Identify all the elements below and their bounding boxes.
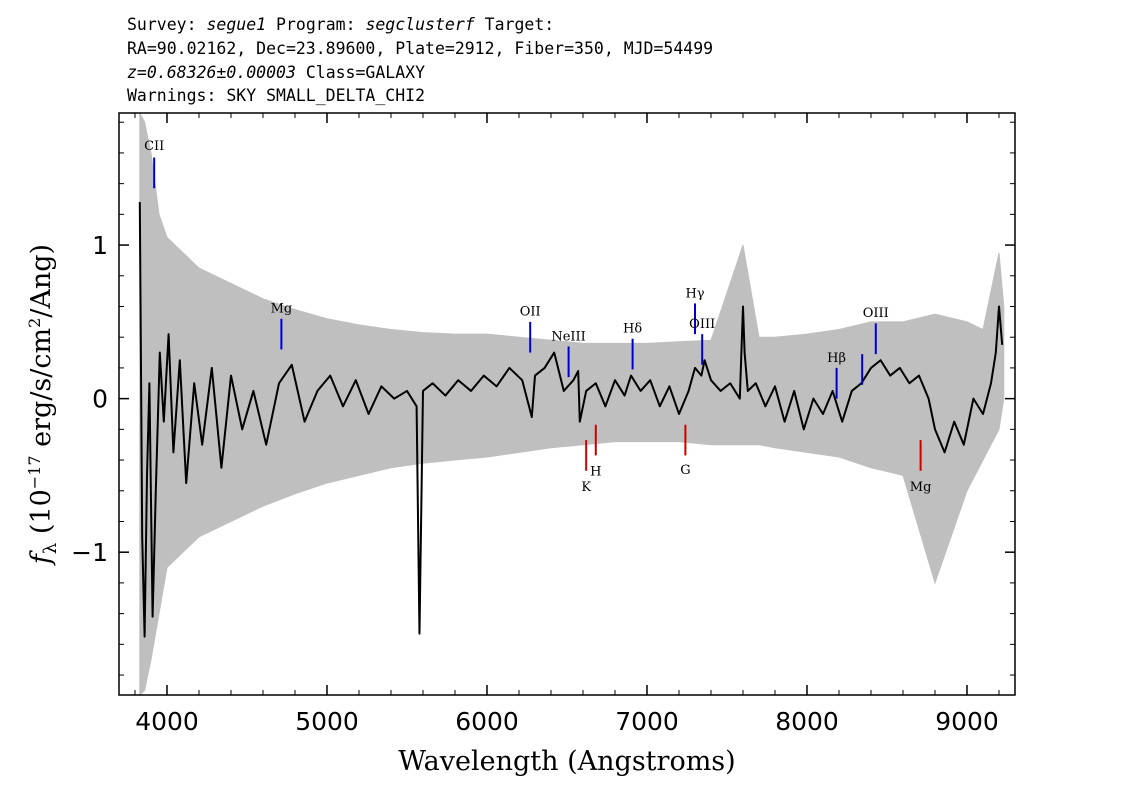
- spectrum-header: Survey: segue1 Program: segclusterf Targ…: [127, 15, 713, 105]
- x-tick-label: 4000: [135, 707, 199, 736]
- marker-label: NeIII: [551, 329, 585, 344]
- x-tick-label: 6000: [455, 707, 519, 736]
- x-axis-label: Wavelength (Angstroms): [398, 746, 735, 777]
- marker-label: Hδ: [623, 322, 642, 337]
- marker-label: H: [590, 464, 601, 479]
- y-axis-label: fλ (10−17 erg/s/cm2/Ang): [25, 244, 61, 566]
- x-tick-label: 9000: [935, 707, 999, 736]
- marker-label: OII: [520, 305, 541, 320]
- y-tick-label: 0: [92, 385, 108, 414]
- header-line-4: Warnings: SKY SMALL_DELTA_CHI2: [127, 86, 425, 105]
- header-line-2: RA=90.02162, Dec=23.89600, Plate=2912, F…: [127, 39, 713, 58]
- x-tick-label: 5000: [295, 707, 359, 736]
- error-band-layer: [139, 113, 1005, 695]
- plot-frame: [118, 112, 1016, 696]
- marker-label: OIII: [863, 306, 889, 321]
- marker-label: Mg: [910, 480, 932, 495]
- axis-ticks: 4000 5000 6000 7000 8000 9000 −1 0 1: [71, 113, 1015, 736]
- header-line-1: Survey: segue1 Program: segclusterf Targ…: [127, 15, 554, 34]
- marker-label: CII: [144, 139, 164, 154]
- error-band: [139, 113, 1005, 695]
- marker-label: Mg: [271, 302, 293, 317]
- x-tick-label: 8000: [775, 707, 839, 736]
- spectral-line-markers: CII Mg OII NeIII Hδ Hγ OIII Hβ OIII KH G Mg: [144, 139, 931, 495]
- x-tick-label: 7000: [615, 707, 679, 736]
- marker-label: OIII: [689, 317, 715, 332]
- marker-label: Hγ: [685, 286, 704, 301]
- y-tick-label: −1: [71, 538, 108, 567]
- header-line-3: z=0.68326±0.00003 Class=GALAXY: [127, 63, 425, 82]
- marker-label: G: [680, 463, 690, 478]
- y-tick-label: 1: [92, 231, 108, 260]
- marker-label: K: [581, 480, 591, 495]
- marker-label: Hβ: [827, 351, 846, 366]
